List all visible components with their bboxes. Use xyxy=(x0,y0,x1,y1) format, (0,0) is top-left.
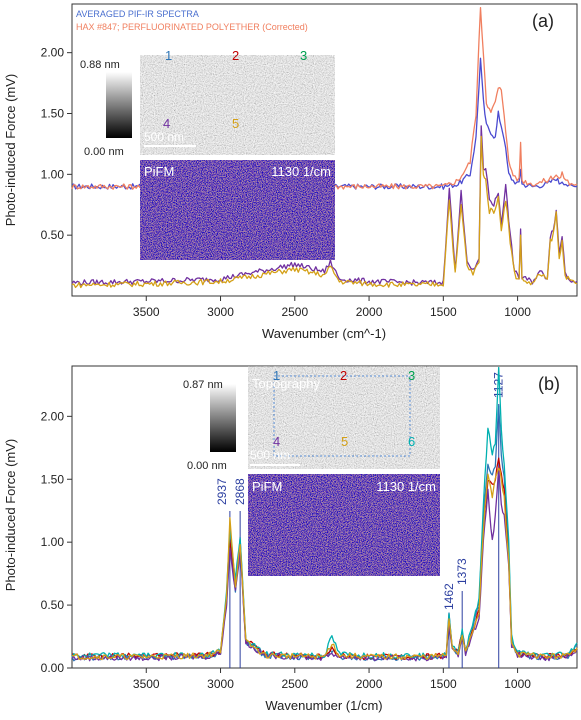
marker-2: 2 xyxy=(232,48,239,63)
inset-topography: 0.88 nm 0.00 nm 500 nm 1 2 3 4 5 xyxy=(80,48,335,158)
x-axis-label: Wavenumber (1/cm) xyxy=(265,698,382,713)
marker-6: 6 xyxy=(408,434,415,449)
x-tick-label: 1500 xyxy=(430,677,457,691)
marker-2: 2 xyxy=(340,368,347,383)
scale-min-label: 0.00 nm xyxy=(84,146,124,158)
pifm-label: PiFM xyxy=(144,164,174,179)
x-tick-label: 2000 xyxy=(356,677,383,691)
peak-label: 2868 xyxy=(233,478,247,505)
x-axis-label: Wavenumber (cm^-1) xyxy=(262,326,386,341)
marker-4: 4 xyxy=(273,434,280,449)
series-line xyxy=(71,125,578,286)
y-tick-label: 1.00 xyxy=(41,535,65,549)
pifm-wavenumber: 1130 1/cm xyxy=(271,164,331,179)
x-tick-label: 3500 xyxy=(133,305,160,319)
y-tick-label: 0.50 xyxy=(41,598,65,612)
panel-label: (a) xyxy=(532,11,554,31)
x-tick-label: 2500 xyxy=(281,305,308,319)
series-group xyxy=(71,366,578,662)
panel-b: 3500 3000 2500 2000 1500 1000 0.00 0.50 1.00 1.5… xyxy=(3,365,578,713)
x-ticks: 3500 3000 2500 2000 1500 1000 xyxy=(133,296,531,319)
series-line xyxy=(71,467,578,661)
marker-5: 5 xyxy=(232,116,239,131)
y-tick-label: 1.00 xyxy=(41,167,65,181)
legend-entry-averaged: AVERAGED PIF-IR SPECTRA xyxy=(76,9,199,19)
y-tick-label: 2.00 xyxy=(41,46,65,60)
topography-image xyxy=(248,366,440,469)
marker-3: 3 xyxy=(300,48,307,63)
topography-label: Topography xyxy=(252,376,320,391)
scale-gradient xyxy=(106,72,132,138)
x-tick-label: 2500 xyxy=(281,677,308,691)
series-line xyxy=(71,135,578,289)
pifm-wavenumber: 1130 1/cm xyxy=(376,479,436,494)
panel-label: (b) xyxy=(538,374,560,394)
scale-max-label: 0.88 nm xyxy=(80,59,120,71)
y-tick-label: 1.50 xyxy=(41,472,65,486)
y-tick-label: 0.50 xyxy=(41,228,65,242)
panel-a: 3500 3000 2500 2000 1500 1000 0.50 1.00 1.50 2.0… xyxy=(3,3,578,341)
y-ticks: 0.50 1.00 1.50 2.00 xyxy=(41,46,72,242)
y-axis-label: Photo-induced Force (mV) xyxy=(3,439,18,591)
inset-pifm: PiFM 1130 1/cm xyxy=(248,474,440,576)
scale-min-label: 0.00 nm xyxy=(187,460,227,472)
x-tick-label: 1000 xyxy=(504,677,531,691)
x-ticks: 3500 3000 2500 2000 1500 1000 xyxy=(133,668,531,691)
scan-region-outline xyxy=(273,375,411,457)
marker-1: 1 xyxy=(273,368,280,383)
series-line xyxy=(71,366,578,659)
scale-bar-label: 500 nm xyxy=(144,130,184,144)
marker-4: 4 xyxy=(163,116,170,131)
scale-bar-label: 500 nm xyxy=(250,448,290,462)
plot-frame xyxy=(71,3,578,297)
marker-5: 5 xyxy=(341,434,348,449)
inset-topography: 0.87 nm 0.00 nm Topography 500 nm 1 2 3 … xyxy=(183,366,440,472)
y-tick-label: 1.50 xyxy=(41,107,65,121)
x-tick-label: 1500 xyxy=(430,305,457,319)
peak-label: 2937 xyxy=(215,478,229,505)
y-axis-label: Photo-induced Force (mV) xyxy=(3,74,18,226)
pifm-label: PiFM xyxy=(252,479,282,494)
pifm-image xyxy=(248,474,440,576)
x-tick-label: 3000 xyxy=(207,677,234,691)
scale-gradient xyxy=(210,384,236,452)
y-tick-label: 2.00 xyxy=(41,409,65,423)
scale-max-label: 0.87 nm xyxy=(183,379,223,391)
x-tick-label: 2000 xyxy=(356,305,383,319)
x-tick-label: 3000 xyxy=(207,305,234,319)
peak-label: 1127 xyxy=(492,372,506,398)
y-ticks: 0.00 0.50 1.00 1.50 2.00 xyxy=(41,409,72,675)
marker-3: 3 xyxy=(408,368,415,383)
topography-image xyxy=(140,55,335,155)
x-tick-label: 3500 xyxy=(133,677,160,691)
y-tick-label: 0.00 xyxy=(41,661,65,675)
inset-pifm: PiFM 1130 1/cm xyxy=(140,160,335,260)
x-tick-label: 1000 xyxy=(504,305,531,319)
peak-label: 1462 xyxy=(442,583,456,610)
marker-1: 1 xyxy=(165,48,172,63)
peak-label: 1373 xyxy=(455,558,469,585)
pifm-image xyxy=(140,160,335,260)
legend-entry-reference: HAX #847; PERFLUORINATED POLYETHER (Corr… xyxy=(76,22,308,32)
